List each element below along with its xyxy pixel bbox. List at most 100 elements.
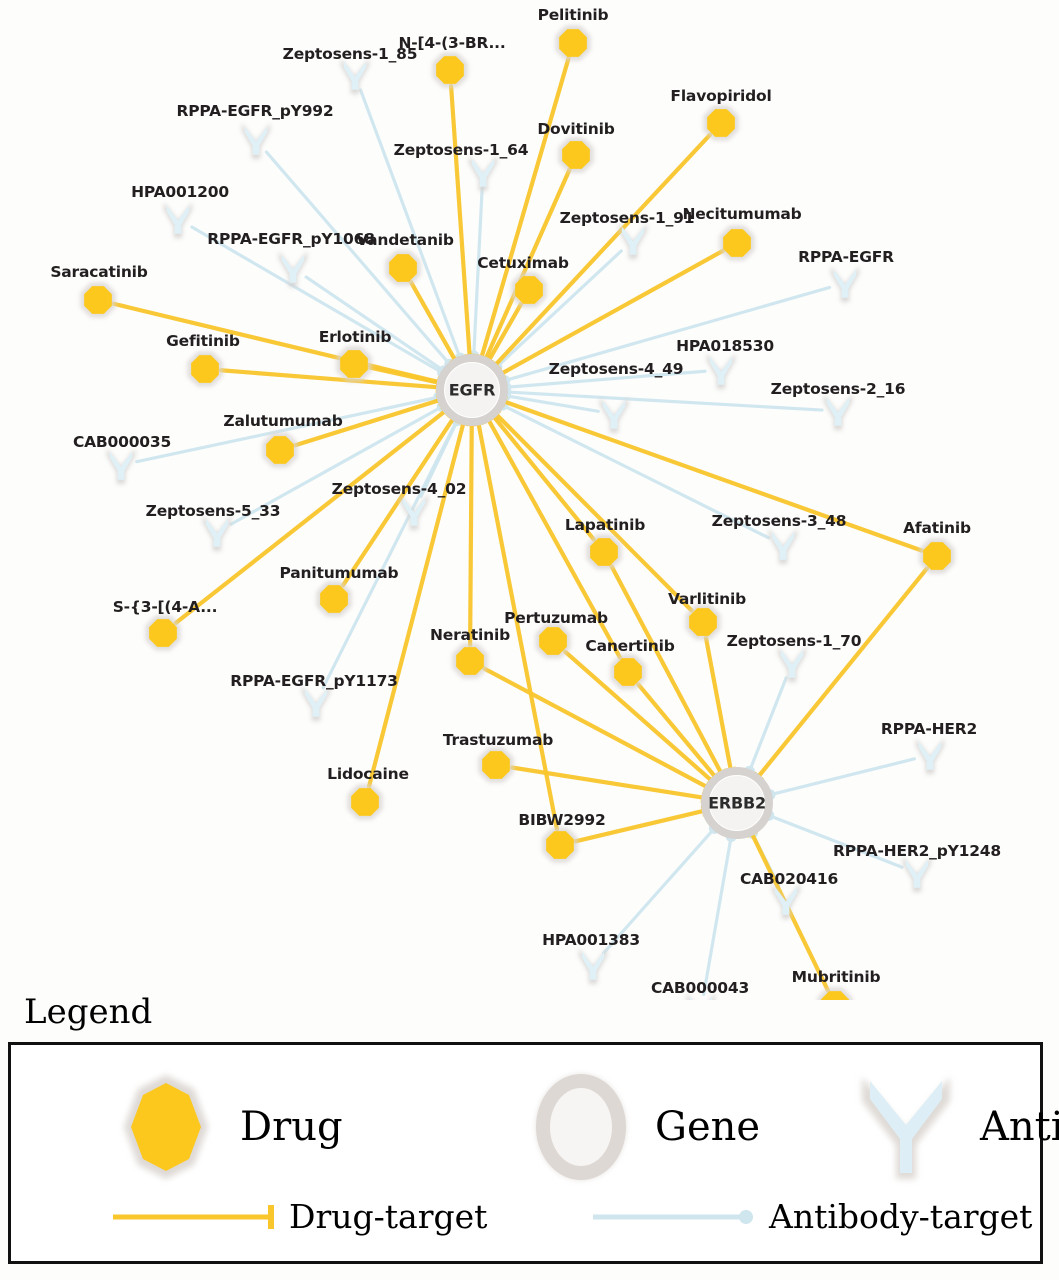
legend: Legend Drug Gene Antibody (0, 990, 1059, 1280)
antibody-node[interactable] (163, 201, 193, 238)
antibody-node[interactable] (830, 265, 860, 302)
antibody-node-shape (826, 397, 850, 426)
drug-target-edge (340, 416, 456, 588)
drug-node[interactable] (542, 827, 578, 863)
drug-target-edge (408, 279, 458, 363)
drug-icon (124, 1075, 208, 1179)
drug-node[interactable] (478, 747, 514, 783)
drug-target-edge (609, 564, 724, 776)
antibody-node[interactable] (202, 514, 232, 551)
drug-node[interactable] (262, 432, 298, 468)
drug-target-edge (173, 408, 448, 626)
drug-node[interactable] (347, 784, 383, 820)
drug-node-shape (539, 627, 567, 655)
drug-target-edge (448, 83, 472, 359)
antibody-target-edge (190, 225, 445, 375)
drug-node[interactable] (919, 538, 955, 574)
gene-node-core (445, 363, 499, 417)
drug-node-shape (562, 141, 590, 169)
antibody-icon (862, 1077, 950, 1179)
drug-node[interactable] (703, 105, 739, 141)
antibody-node[interactable] (399, 493, 429, 530)
drug-target-edge (468, 421, 474, 648)
drug-target-edge (482, 666, 710, 790)
legend-antibody-target-label: Antibody-target (769, 1197, 1033, 1236)
drug-target-edge (493, 411, 694, 613)
antibody-node[interactable] (618, 222, 648, 259)
drug-node[interactable] (385, 250, 421, 286)
drug-node[interactable] (817, 987, 853, 1000)
gene-node-ring (701, 767, 773, 839)
drug-node[interactable] (187, 351, 223, 387)
antibody-node[interactable] (686, 992, 716, 1000)
drug-target-edge (573, 808, 707, 844)
antibody-node[interactable] (106, 447, 136, 484)
drug-node-shape (689, 608, 717, 636)
drug-node-shape (923, 542, 951, 570)
legend-drug-target-label: Drug-target (289, 1197, 488, 1236)
drug-node[interactable] (336, 346, 372, 382)
drug-node[interactable] (535, 623, 571, 659)
antibody-node[interactable] (278, 250, 308, 287)
drug-node-shape (614, 658, 642, 686)
antibody-node[interactable] (468, 154, 498, 191)
antibody-node[interactable] (241, 122, 271, 159)
antibody-node[interactable] (340, 57, 370, 94)
antibody-node-shape (709, 356, 733, 385)
antibody-node[interactable] (301, 684, 331, 721)
antibody-target-edge (504, 390, 824, 412)
antibody-target-edge (135, 395, 441, 464)
drug-node[interactable] (610, 654, 646, 690)
drug-target-edge (218, 368, 441, 390)
antibody-target-edge-icon (593, 1209, 753, 1224)
antibody-node[interactable] (599, 396, 629, 433)
drug-target-edge (703, 635, 733, 772)
antibody-node-shape (602, 400, 626, 429)
drug-node[interactable] (555, 25, 591, 61)
legend-box: Drug Gene Antibody Drug- (8, 1042, 1059, 1264)
antibody-node[interactable] (706, 352, 736, 389)
drug-node-shape (546, 831, 574, 859)
antibody-node[interactable] (777, 645, 807, 682)
edges-layer (111, 56, 930, 996)
drug-node[interactable] (316, 581, 352, 617)
antibody-target-edge (602, 826, 717, 955)
antibody-target-edge (767, 813, 904, 869)
drug-node-shape (456, 647, 484, 675)
legend-gene-label: Gene (655, 1104, 761, 1150)
antibody-node[interactable] (768, 527, 798, 564)
antibody-target-edge (503, 394, 600, 413)
drug-node[interactable] (719, 225, 755, 261)
drug-node[interactable] (145, 615, 181, 651)
drug-node[interactable] (452, 643, 488, 679)
antibody-node-shape (343, 61, 367, 90)
gene-node[interactable] (436, 354, 508, 426)
drug-node-shape (559, 29, 587, 57)
antibody-node[interactable] (771, 882, 801, 919)
drug-target-edge (366, 420, 466, 789)
antibody-node-shape (402, 497, 426, 526)
drug-node[interactable] (558, 137, 594, 173)
drug-target-edge (483, 167, 572, 362)
antibody-node[interactable] (578, 947, 608, 984)
legend-drug-target-item: Drug-target (111, 1200, 487, 1233)
antibody-node[interactable] (823, 393, 853, 430)
gene-node[interactable] (701, 767, 773, 839)
drug-node[interactable] (80, 282, 116, 318)
drug-node[interactable] (432, 52, 468, 88)
antibody-node[interactable] (915, 737, 945, 774)
network-canvas[interactable]: Zeptosens-1_85 RPPA-EGFR_pY992 HPA001200 RP… (0, 0, 1059, 1000)
drug-node[interactable] (511, 272, 547, 308)
antibody-node[interactable] (902, 855, 932, 892)
antibody-target-edge (504, 369, 707, 389)
drug-target-edge (476, 421, 560, 832)
drug-target-edge (491, 414, 596, 542)
drug-node-shape (84, 286, 112, 314)
legend-drug-label: Drug (240, 1104, 343, 1150)
drug-target-edge (293, 398, 442, 448)
antibody-target-edge (358, 88, 462, 360)
drug-node[interactable] (685, 604, 721, 640)
drug-node[interactable] (586, 534, 622, 570)
antibody-node-shape (780, 649, 804, 678)
drug-node-shape (723, 229, 751, 257)
